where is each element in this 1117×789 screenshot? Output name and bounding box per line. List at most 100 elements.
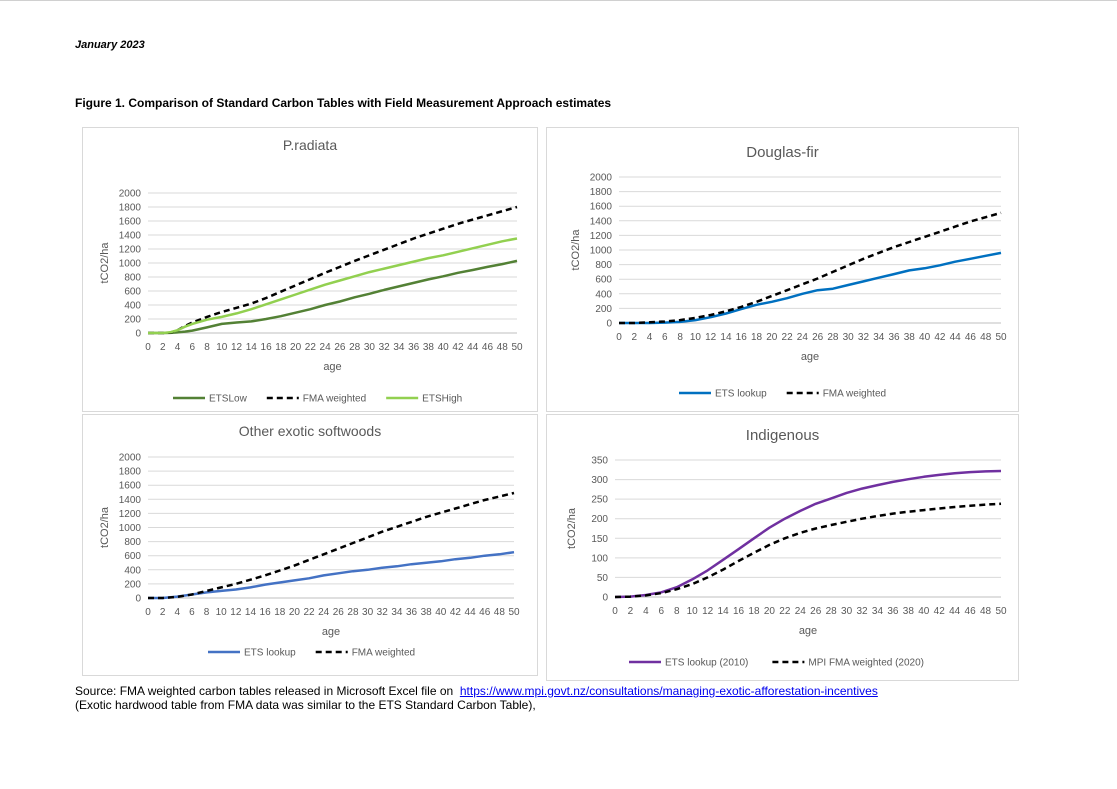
x-tick-label: 6 [659, 606, 665, 617]
x-tick-label: 2 [628, 606, 634, 617]
source-prefix: Source: FMA weighted carbon tables relea… [75, 684, 454, 698]
y-tick-label: 800 [124, 273, 141, 284]
x-tick-label: 20 [290, 342, 302, 353]
y-tick-label: 1400 [119, 231, 142, 242]
legend-label-1: FMA weighted [823, 389, 886, 400]
x-tick-label: 32 [377, 607, 389, 618]
x-tick-label: 14 [720, 332, 732, 343]
x-tick-label: 34 [872, 606, 884, 617]
x-tick-label: 18 [274, 607, 286, 618]
x-tick-label: 48 [980, 332, 992, 343]
y-tick-label: 1200 [590, 231, 613, 242]
x-tick-label: 14 [245, 607, 257, 618]
x-tick-label: 20 [764, 606, 776, 617]
y-tick-label: 600 [595, 275, 612, 286]
y-tick-label: 0 [135, 329, 141, 340]
x-tick-label: 18 [748, 606, 760, 617]
x-tick-label: 22 [779, 606, 791, 617]
y-tick-label: 1200 [119, 509, 142, 520]
x-tick-label: 12 [231, 342, 243, 353]
chart-panel-indigenous: Indigenous 0 50 100 150 200 250 300 350 0 2 4 6 8 10 12… [546, 414, 1019, 681]
y-tick-label: 0 [602, 593, 608, 604]
x-tick-label: 18 [275, 342, 287, 353]
y-tick-label: 1000 [119, 523, 142, 534]
x-tick-label: 30 [843, 332, 855, 343]
chart-title: Indigenous [746, 427, 819, 444]
x-tick-label: 40 [438, 342, 450, 353]
y-tick-label: 1800 [119, 467, 142, 478]
chart-panel-pradiata: P.radiata 0 200 400 600 800 1000 1200 1400 1600 18… [82, 127, 538, 412]
source-note: Source: FMA weighted carbon tables relea… [75, 684, 878, 712]
x-tick-label: 42 [934, 606, 946, 617]
x-tick-label: 44 [465, 607, 477, 618]
x-tick-label: 40 [919, 332, 931, 343]
y-tick-label: 100 [591, 553, 608, 564]
x-tick-label: 2 [631, 332, 637, 343]
x-tick-label: 42 [452, 342, 464, 353]
x-tick-label: 0 [145, 342, 151, 353]
y-tick-label: 800 [124, 537, 141, 548]
x-tick-label: 6 [189, 342, 195, 353]
y-tick-label: 1400 [119, 495, 142, 506]
chart-svg: P.radiata0200400600800100012001400160018… [99, 137, 523, 405]
x-tick-label: 16 [736, 332, 748, 343]
source-link[interactable]: https://www.mpi.govt.nz/consultations/ma… [459, 684, 878, 698]
legend-label-0: ETS lookup [715, 389, 767, 400]
x-tick-label: 2 [160, 342, 166, 353]
x-tick-label: 42 [934, 332, 946, 343]
x-tick-label: 26 [810, 606, 822, 617]
x-tick-label: 12 [705, 332, 717, 343]
series-line-0 [614, 469, 1002, 599]
y-tick-label: 2000 [590, 173, 613, 184]
y-tick-label: 300 [591, 475, 608, 486]
y-tick-label: 1800 [119, 203, 142, 214]
y-axis-label: tCO2/ha [570, 229, 582, 271]
x-axis-label: age [799, 625, 817, 637]
x-tick-label: 30 [841, 606, 853, 617]
x-tick-label: 44 [949, 606, 961, 617]
x-tick-label: 26 [812, 332, 824, 343]
y-tick-label: 1600 [119, 481, 142, 492]
y-tick-label: 600 [124, 287, 141, 298]
y-tick-label: 250 [591, 495, 608, 506]
y-axis-label: tCO2/ha [99, 242, 111, 284]
x-tick-label: 34 [391, 607, 403, 618]
series-line-1 [619, 211, 1002, 325]
y-tick-label: 2000 [119, 453, 142, 464]
x-tick-label: 16 [260, 607, 272, 618]
x-tick-label: 22 [305, 342, 317, 353]
x-tick-label: 38 [423, 342, 435, 353]
x-tick-label: 32 [858, 332, 870, 343]
x-tick-label: 46 [479, 607, 491, 618]
y-tick-label: 200 [595, 304, 612, 315]
y-tick-label: 1000 [119, 259, 142, 270]
y-tick-label: 1200 [119, 245, 142, 256]
y-tick-label: 200 [124, 315, 141, 326]
top-rule [0, 0, 1117, 1]
x-tick-label: 38 [904, 332, 916, 343]
y-tick-label: 400 [595, 289, 612, 300]
series-line-0 [148, 259, 518, 335]
y-tick-label: 0 [606, 319, 612, 330]
x-tick-label: 30 [364, 342, 376, 353]
series-line-1 [614, 502, 1002, 599]
y-tick-label: 150 [591, 534, 608, 545]
x-tick-label: 36 [888, 332, 900, 343]
y-tick-label: 1600 [119, 217, 142, 228]
x-tick-label: 50 [995, 606, 1007, 617]
x-tick-label: 46 [965, 332, 977, 343]
x-tick-label: 6 [189, 607, 195, 618]
x-tick-label: 26 [333, 607, 345, 618]
legend-label-1: FMA weighted [352, 648, 415, 659]
header-date: January 2023 [75, 39, 145, 51]
x-tick-label: 44 [950, 332, 962, 343]
x-tick-label: 0 [145, 607, 151, 618]
x-tick-label: 26 [334, 342, 346, 353]
x-tick-label: 42 [450, 607, 462, 618]
x-tick-label: 30 [362, 607, 374, 618]
source-line-2: (Exotic hardwood table from FMA data was… [75, 698, 536, 712]
y-tick-label: 1400 [590, 216, 613, 227]
x-tick-label: 28 [347, 607, 359, 618]
x-tick-label: 32 [379, 342, 391, 353]
x-tick-label: 18 [751, 332, 763, 343]
